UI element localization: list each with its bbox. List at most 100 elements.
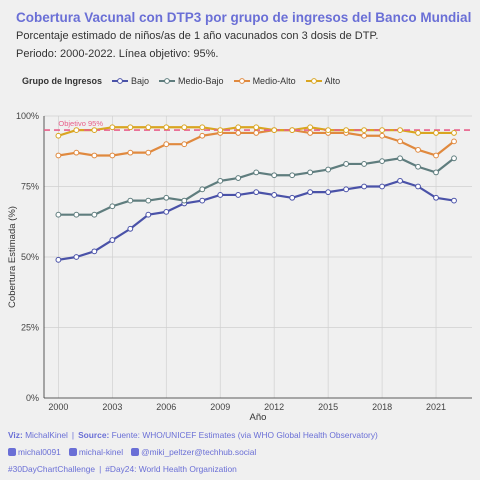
data-point <box>127 149 134 156</box>
data-point <box>55 211 62 218</box>
legend-entry: Medio-Bajo <box>159 76 224 86</box>
legend-title: Grupo de Ingresos <box>22 76 103 86</box>
data-point <box>127 124 134 131</box>
data-point <box>289 172 296 179</box>
footer-hashtags: #30DayChartChallenge | #Day24: World Hea… <box>8 464 237 474</box>
data-point <box>343 161 350 167</box>
data-point <box>415 163 421 170</box>
data-point <box>361 161 368 167</box>
y-tick-label: 100% <box>16 111 39 121</box>
hashtag-challenge: #30DayChartChallenge <box>8 464 96 474</box>
data-point <box>415 130 421 136</box>
y-axis-label: Cobertura Estimada (%) <box>7 206 18 308</box>
data-point <box>361 183 368 190</box>
data-point <box>91 152 98 159</box>
data-point <box>181 141 188 148</box>
data-point <box>55 152 62 159</box>
data-point <box>379 127 385 134</box>
x-tick-label: 2006 <box>156 402 176 412</box>
legend: Grupo de Ingresos Bajo Medio-Bajo Medio-Al… <box>22 76 350 86</box>
separator: | <box>99 464 102 474</box>
data-point <box>415 183 421 190</box>
data-point <box>91 127 98 134</box>
data-point <box>289 127 296 134</box>
data-point <box>397 155 403 162</box>
data-point <box>433 194 439 201</box>
viz-author: MichalKinel <box>25 430 68 440</box>
data-point <box>325 166 332 173</box>
data-point <box>325 189 332 196</box>
data-point <box>343 186 350 193</box>
data-point <box>289 194 296 201</box>
y-tick-label: 50% <box>21 252 39 262</box>
data-point <box>163 194 170 201</box>
data-point <box>361 132 368 139</box>
legend-label: Medio-Alto <box>252 76 296 86</box>
data-point <box>73 127 80 134</box>
legend-swatch <box>233 78 250 84</box>
data-point <box>109 152 116 159</box>
github-icon <box>8 448 16 456</box>
hashtag-day: #Day24: World Health Organization <box>105 464 237 474</box>
y-tick-label: 0% <box>26 393 39 403</box>
target-label: Objetivo 95% <box>58 119 103 128</box>
data-point <box>415 146 421 153</box>
data-point <box>379 183 385 190</box>
data-point <box>307 169 314 176</box>
legend-entry: Alto <box>305 76 340 86</box>
data-point <box>451 155 457 162</box>
data-point <box>127 225 134 232</box>
data-point <box>55 132 62 139</box>
data-point <box>199 197 206 204</box>
data-point <box>163 141 170 148</box>
data-point <box>433 130 439 136</box>
data-point <box>181 197 188 204</box>
x-tick-label: 2021 <box>426 402 446 412</box>
y-tick-label: 25% <box>21 323 39 333</box>
github-handle: michal0091 <box>18 447 61 457</box>
data-point <box>145 197 152 204</box>
legend-label: Medio-Bajo <box>178 76 224 86</box>
legend-swatch <box>112 78 129 84</box>
mastodon-handle: @miki_peltzer@techhub.social <box>141 447 257 457</box>
legend-swatch <box>159 78 176 84</box>
data-point <box>73 211 80 218</box>
data-point <box>433 152 439 159</box>
source-label: Source: <box>78 430 110 440</box>
data-point <box>343 127 350 134</box>
data-point <box>235 124 242 131</box>
linkedin-handle: michal-kinel <box>78 447 124 457</box>
x-tick-label: 2009 <box>210 402 230 412</box>
data-point <box>73 149 80 156</box>
data-point <box>397 127 403 134</box>
data-point <box>253 130 260 136</box>
data-point <box>91 211 98 218</box>
data-point <box>397 177 403 184</box>
data-point <box>163 124 170 131</box>
x-tick-label: 2018 <box>372 402 392 412</box>
data-point <box>271 127 278 134</box>
data-point <box>217 192 224 198</box>
separator: | <box>71 430 75 440</box>
data-point <box>127 197 134 204</box>
data-point <box>307 124 314 131</box>
data-point <box>307 189 314 196</box>
data-point <box>55 256 62 263</box>
data-point <box>217 127 224 134</box>
data-point <box>217 177 224 184</box>
footer-social: michal0091 michal-kinel @miki_peltzer@te… <box>8 447 256 457</box>
legend-entry: Bajo <box>112 76 149 86</box>
data-point <box>325 127 332 134</box>
legend-label: Bajo <box>131 76 150 86</box>
data-point <box>145 149 152 156</box>
data-point <box>235 130 242 136</box>
data-point <box>397 138 403 145</box>
data-point <box>109 237 116 243</box>
chart-title: Cobertura Vacunal con DTP3 por grupo de … <box>16 10 472 25</box>
data-point <box>199 132 206 139</box>
x-tick-label: 2000 <box>48 402 68 412</box>
data-point <box>379 132 385 139</box>
data-point <box>307 130 314 136</box>
data-point <box>433 169 439 176</box>
